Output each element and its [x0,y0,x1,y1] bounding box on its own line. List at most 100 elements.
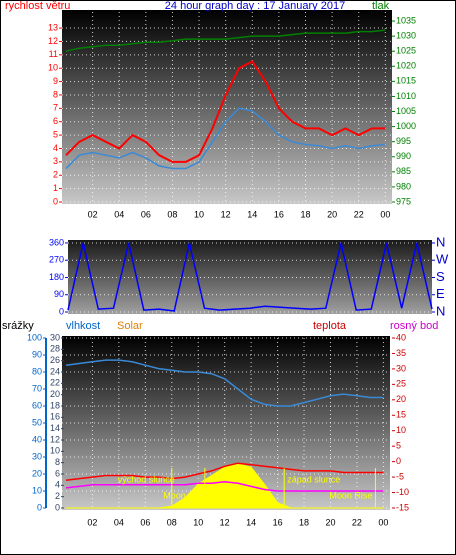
x-tick-label: 14 [247,209,257,219]
x-tick-label: 06 [141,209,151,219]
y2-tick-label: 1010 [396,91,416,101]
x-tick-label: 16 [273,517,283,527]
y3-tick-label: 14 [50,423,60,433]
y3-tick-label: 8 [55,457,60,467]
y2-tick-label: 1015 [396,76,416,86]
y2-tick-label: -10 [396,487,409,497]
y-tick-label: 6 [53,116,58,126]
ylabel: srážky [2,320,34,332]
y2-tick-label: -5 [396,471,404,481]
y-tick-label: 20 [32,468,42,478]
y3-tick-label: 22 [50,378,60,388]
y3-tick-label: 2 [55,491,60,501]
y3-tick-label: 28 [50,344,60,354]
x-tick-label: 10 [194,209,204,219]
x-tick-label: 02 [88,209,98,219]
x-tick-label: 08 [167,209,177,219]
y-tick-label: 100 [27,332,42,342]
y-tick-label: 50 [32,417,42,427]
x-tick-label: 00 [380,209,390,219]
y2label: teplota [313,320,347,332]
y-tick-label: 180 [49,272,64,282]
x-tick-label: 02 [87,517,97,527]
y2-tick-label: N [436,234,445,249]
annotation: východ slunce [118,474,175,484]
y2-tick-label: 25 [396,379,406,389]
y2-tick-label: 0 [396,456,401,466]
x-tick-label: 04 [114,209,124,219]
y2-tick-label: 35 [396,348,406,358]
y-tick-label: 80 [32,366,42,376]
line [65,359,384,407]
title: 24 hour graph day : 17 January 2017 [165,0,345,12]
y2-tick-label: 1005 [396,106,416,116]
y2-tick-label: 980 [396,181,411,191]
x-tick-label: 20 [325,517,335,527]
y-tick-label: 11 [49,49,58,59]
ylabel: rychlost větru [5,0,70,12]
x-tick-label: 16 [274,209,284,219]
y-tick-label: 10 [48,63,58,73]
y-tick-label: 9 [53,76,58,86]
x-tick-label: 12 [220,517,230,527]
x-tick-label: 12 [221,209,231,219]
y-tick-label: 270 [49,255,64,265]
x-tick-label: 22 [354,209,364,219]
y2-tick-label: N [436,303,445,318]
y3-tick-label: 10 [50,446,60,456]
y-tick-label: 13 [48,22,58,32]
dewlabel: rosný bod [390,320,438,332]
y-tick-label: 0 [37,502,42,512]
x-tick-label: 18 [299,517,309,527]
y-tick-label: 90 [32,349,42,359]
y2-tick-label: 20 [396,394,406,404]
y2-tick-label: 975 [396,196,411,206]
annotation: Moon Rise [329,490,372,500]
line [65,480,384,492]
y2-tick-label: 1025 [396,46,416,56]
y3-tick-label: 20 [50,389,60,399]
x-tick-label: 20 [327,209,337,219]
y3label: vlhkost [66,320,100,332]
solarlabel: Solar [117,320,143,332]
y-tick-label: 4 [53,143,58,153]
line [67,242,433,312]
x-tick-label: 14 [246,517,256,527]
x-tick-label: 22 [352,517,362,527]
y3-tick-label: 18 [50,400,60,410]
x-tick-label: 10 [193,517,203,527]
y-tick-label: 0 [59,306,64,316]
y2-tick-label: 10 [396,425,406,435]
y-tick-label: 40 [32,434,42,444]
y-tick-label: 8 [53,89,58,99]
plot-area [62,10,392,204]
x-tick-label: 04 [114,517,124,527]
y-tick-label: 2 [53,170,58,180]
y-tick-label: 5 [53,129,58,139]
annotation: západ slunce [287,474,340,484]
y-tick-label: 7 [53,103,58,113]
y-tick-label: 360 [49,237,64,247]
y2-tick-label: 1035 [396,15,416,25]
y3-tick-label: 24 [50,366,60,376]
y-tick-label: 70 [32,383,42,393]
line [65,60,386,163]
y-tick-label: 10 [32,485,42,495]
y2-tick-label: 40 [396,332,406,342]
y-tick-label: 0 [53,196,58,206]
x-tick-label: 00 [378,517,388,527]
y2-tick-label: S [436,269,445,284]
y2-tick-label: E [436,286,445,301]
y-tick-label: 1 [53,183,58,193]
y2-tick-label: 1020 [396,61,416,71]
y2-tick-label: -15 [396,502,409,512]
y2-tick-label: 1000 [396,121,416,131]
y2-tick-label: 5 [396,441,401,451]
y2-tick-label: W [436,252,449,267]
x-tick-label: 06 [140,517,150,527]
y2-tick-label: 995 [396,136,411,146]
y3-tick-label: 16 [50,412,60,422]
y3-tick-label: 26 [50,355,60,365]
annotation: Moon Set [163,490,202,500]
